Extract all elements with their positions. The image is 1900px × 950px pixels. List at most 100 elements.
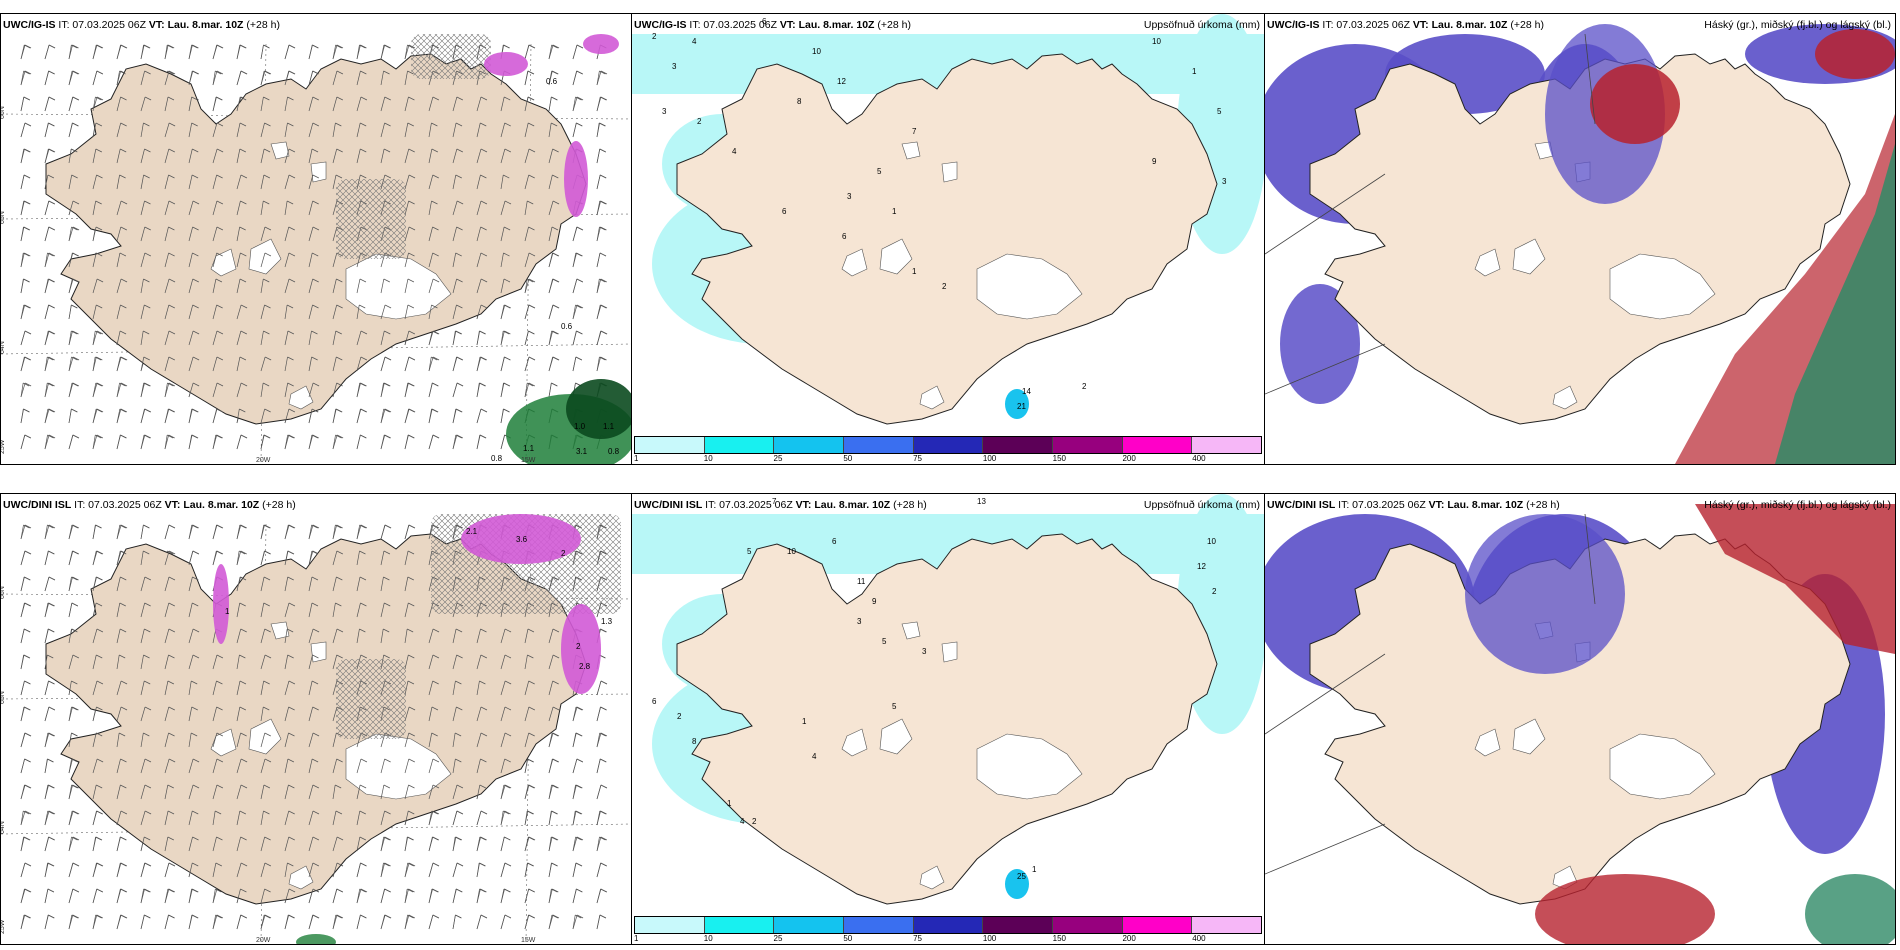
wind-barb	[20, 434, 26, 450]
wind-barb-flag	[359, 278, 367, 283]
wind-barb	[188, 550, 194, 566]
wind-barb	[548, 356, 553, 372]
wind-barb-flag	[120, 810, 128, 815]
wind-barb	[284, 758, 289, 774]
cloud-green	[1775, 144, 1895, 464]
wind-barb-flag	[287, 758, 295, 763]
wind-barb-flag	[552, 628, 560, 633]
wind-barb	[20, 122, 26, 138]
wind-barb-flag	[120, 706, 128, 711]
precip-value: 5	[1217, 107, 1222, 116]
cloud-title: Háský (gr.), miðský (fj.bl.) og lágský (…	[1704, 499, 1891, 511]
wind-barb-flag	[551, 226, 559, 231]
wind-barb-flag	[480, 628, 487, 633]
wind-barb-flag	[264, 654, 272, 659]
wind-barb	[236, 784, 242, 800]
wind-barb	[428, 382, 433, 398]
wind-barb	[20, 914, 25, 930]
panel-header: UWC/DINI ISL IT: 07.03.2025 06Z VT: Lau.…	[3, 499, 296, 511]
precip-value: 9	[872, 597, 877, 606]
wind-barb-flag	[408, 706, 416, 711]
wind-barb	[20, 654, 25, 670]
wind-barb-flag	[119, 174, 126, 179]
wind-barb-flag	[168, 628, 176, 633]
wind-barb	[236, 200, 241, 216]
wind-barb	[116, 758, 121, 774]
wind-barb	[284, 226, 290, 242]
wind-barb-flag	[336, 148, 343, 153]
wind-barb	[284, 836, 290, 852]
wind-barb	[284, 784, 289, 800]
precip-value: 6	[762, 17, 767, 26]
glacier	[976, 253, 1083, 320]
precip-value: 1	[1192, 67, 1197, 76]
wind-barb	[44, 758, 48, 774]
wind-barb	[476, 174, 481, 190]
wind-barb	[44, 576, 50, 592]
wind-barb	[116, 628, 121, 644]
wind-barb	[380, 434, 386, 450]
wind-barb-flag	[528, 252, 536, 257]
wind-barb	[92, 122, 97, 138]
colorbar-swatch	[704, 437, 775, 453]
wind-barb	[188, 70, 194, 86]
wind-barb	[140, 524, 144, 540]
wind-barb	[92, 200, 97, 216]
wind-barb-flag	[192, 304, 199, 309]
wind-barb-flag	[95, 576, 103, 581]
panel-precip-row2: 7 5 10 6 11 9 3 13 10 12 2 5 3 1 4 8 6 2 25 1 2 4 1 5 UWC/DINI …	[631, 493, 1265, 945]
wind-barb-flag	[191, 122, 198, 127]
wind-barb	[212, 836, 217, 852]
wind-barb-flag	[216, 408, 223, 413]
wind-barb-flag	[575, 810, 582, 815]
wind-barb-flag	[71, 304, 78, 309]
wind-barb-flag	[192, 44, 199, 49]
wind-barb	[500, 628, 506, 644]
wind-barb	[284, 44, 290, 60]
wind-barb-flag	[359, 44, 366, 49]
wind-barb-flag	[95, 836, 103, 841]
wind-barb	[140, 784, 146, 800]
wind-barb	[20, 836, 25, 852]
wind-barb-flag	[47, 252, 54, 257]
wind-barb-flag	[240, 174, 248, 179]
wind-barb	[380, 382, 384, 398]
wind-barb-flag	[96, 434, 104, 439]
wind-barb	[332, 122, 336, 138]
wind-barb	[236, 44, 241, 60]
wind-barb-flag	[407, 278, 415, 283]
cloud-map	[1265, 24, 1895, 464]
wind-barb	[68, 784, 72, 800]
wind-barb-flag	[312, 122, 319, 127]
wind-barb-flag	[167, 810, 175, 815]
precip-value: 8	[692, 737, 697, 746]
wind-barb-flag	[288, 408, 296, 413]
wind-barb	[476, 96, 482, 112]
colorbar-tick: 10	[703, 934, 713, 943]
wind-barb	[92, 836, 97, 852]
wind-barb	[572, 122, 577, 138]
wind-barb	[380, 836, 385, 852]
wind-barb	[308, 382, 314, 398]
wind-barb-flag	[239, 356, 247, 361]
wind-barb-flag	[287, 330, 295, 335]
wind-barb-flag	[71, 628, 78, 633]
wind-barb	[188, 408, 193, 424]
wind-barb-flag	[600, 330, 608, 335]
wind-barb	[284, 434, 289, 450]
wind-barb-flag	[71, 524, 79, 529]
wind-barb-flag	[263, 434, 270, 439]
wind-barb-flag	[432, 252, 439, 257]
wind-barb-flag	[528, 122, 535, 127]
wind-barb	[332, 356, 337, 372]
wind-barb-flag	[384, 602, 391, 607]
wind-barb-flag	[216, 122, 224, 127]
wind-barb	[284, 862, 288, 878]
wind-barb-flag	[383, 628, 390, 633]
wind-value: 2	[576, 642, 581, 651]
wind-barb-flag	[335, 330, 342, 335]
wind-barb	[548, 654, 554, 670]
wind-barb-flag	[71, 680, 78, 685]
wind-barb-flag	[288, 148, 296, 153]
wind-barb-flag	[216, 382, 224, 387]
